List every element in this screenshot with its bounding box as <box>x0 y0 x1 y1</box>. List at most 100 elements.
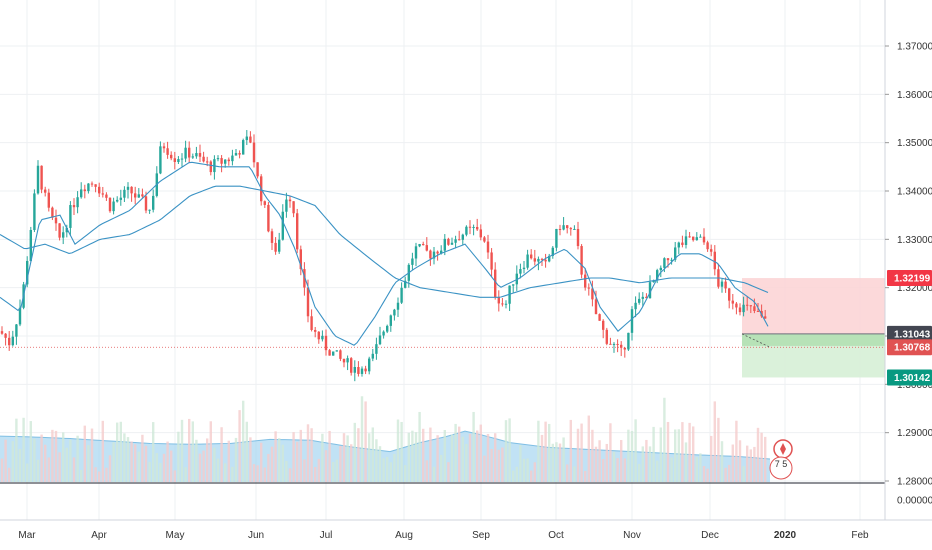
volume-bar <box>519 445 522 482</box>
volume-bar <box>407 432 410 482</box>
volume-bar <box>738 440 742 482</box>
candle-body <box>371 353 374 359</box>
event-badge[interactable]: 7 5 <box>769 439 793 480</box>
volume-bar <box>756 427 760 482</box>
volume-bar <box>551 443 554 482</box>
candle-body <box>591 288 594 300</box>
candle-body <box>188 147 191 158</box>
time-tick-label: Feb <box>851 530 869 541</box>
volume-bar <box>18 448 22 482</box>
candle-body <box>584 274 587 288</box>
volume-bar <box>191 421 194 482</box>
volume-bar <box>587 415 590 482</box>
candle-body <box>440 250 443 254</box>
candle-body <box>288 199 292 202</box>
candle-body <box>281 211 284 240</box>
candle-body <box>738 307 742 313</box>
time-axis[interactable]: Mar Apr May Jun Jul Aug Sep Oct Nov Dec 2020 Feb <box>18 530 869 541</box>
volume-bar <box>231 466 234 482</box>
volume-bar <box>101 420 104 482</box>
price-label-stop-loss <box>887 270 932 287</box>
candle-body <box>26 260 29 285</box>
volume-bar <box>54 430 58 482</box>
candle-body <box>522 267 526 270</box>
candle-body <box>137 194 140 198</box>
candle-body <box>609 343 612 345</box>
candle-body <box>764 316 767 319</box>
volume-bar <box>663 397 666 482</box>
candle-body <box>47 192 50 208</box>
volume-bar <box>540 434 544 482</box>
candle-body <box>706 242 709 250</box>
volume-bar <box>742 466 745 482</box>
volume-bar <box>155 453 158 482</box>
maple-leaf-icon <box>780 443 786 455</box>
candle-body <box>623 347 626 350</box>
candle-body <box>242 140 245 155</box>
candle-body <box>69 205 72 228</box>
volume-bar <box>404 465 407 482</box>
volume-bar <box>544 421 547 482</box>
candle-body <box>710 249 713 252</box>
volume-bar <box>36 459 40 482</box>
candle-body <box>231 155 234 162</box>
candle-body <box>256 162 259 177</box>
candle-body <box>4 333 7 338</box>
volume-bar <box>461 436 464 482</box>
candle-body <box>144 196 148 211</box>
volume-bar <box>292 432 295 482</box>
event-marker-label: 7 5 <box>775 459 788 469</box>
volume-bar <box>652 426 655 482</box>
time-tick-label: Apr <box>91 530 107 541</box>
volume-bar <box>278 438 281 482</box>
volume-bar <box>569 419 572 482</box>
volume-bar <box>177 431 180 482</box>
candle-body <box>580 246 583 275</box>
volume-bar <box>602 459 605 482</box>
candle-body <box>544 259 547 262</box>
candle-body <box>476 226 479 230</box>
candle-body <box>123 189 126 198</box>
volume-bar <box>656 460 659 482</box>
price-label-last-price <box>887 339 932 356</box>
volume-bar <box>198 453 202 482</box>
candle-body <box>411 258 414 265</box>
candle-body <box>447 238 450 245</box>
volume-bar <box>411 430 414 482</box>
event-marker[interactable] <box>769 456 793 480</box>
risk-reward-zones[interactable] <box>0 278 885 378</box>
candle-body <box>677 242 680 248</box>
volume-bar <box>346 435 349 482</box>
candle-body <box>598 314 601 321</box>
candle-body <box>206 161 209 163</box>
volume-bar <box>202 450 205 482</box>
price-label-text: 1.32199 <box>894 274 931 285</box>
volume-bar <box>648 446 652 482</box>
candle-body <box>0 331 4 334</box>
candle-body <box>303 269 306 288</box>
candle-body <box>368 358 371 372</box>
candle-body <box>306 287 310 317</box>
candle-body <box>605 329 608 344</box>
price-labels: 1.32199 1.31043 1.30768 1.30142 <box>887 270 932 386</box>
candle-body <box>749 305 752 307</box>
volume-bar <box>515 466 518 482</box>
candle-body <box>90 183 94 185</box>
candle-body <box>742 304 745 313</box>
volume-bar <box>728 464 731 482</box>
volume-tick-label: 0.00000 <box>897 496 932 507</box>
volume-bar <box>116 422 119 482</box>
volume-bar <box>591 429 594 482</box>
price-label-take-profit <box>887 369 932 386</box>
volume-bar <box>533 462 536 482</box>
stop-loss-zone[interactable] <box>742 278 885 334</box>
volume-bar <box>548 423 551 482</box>
volume-bar <box>288 468 292 482</box>
volume-bar <box>83 425 86 482</box>
candle-body <box>587 287 590 289</box>
price-label-text: 1.30142 <box>894 373 931 384</box>
volume-bar <box>422 428 425 482</box>
trade-path-line <box>741 333 771 348</box>
candle-body <box>504 303 508 305</box>
